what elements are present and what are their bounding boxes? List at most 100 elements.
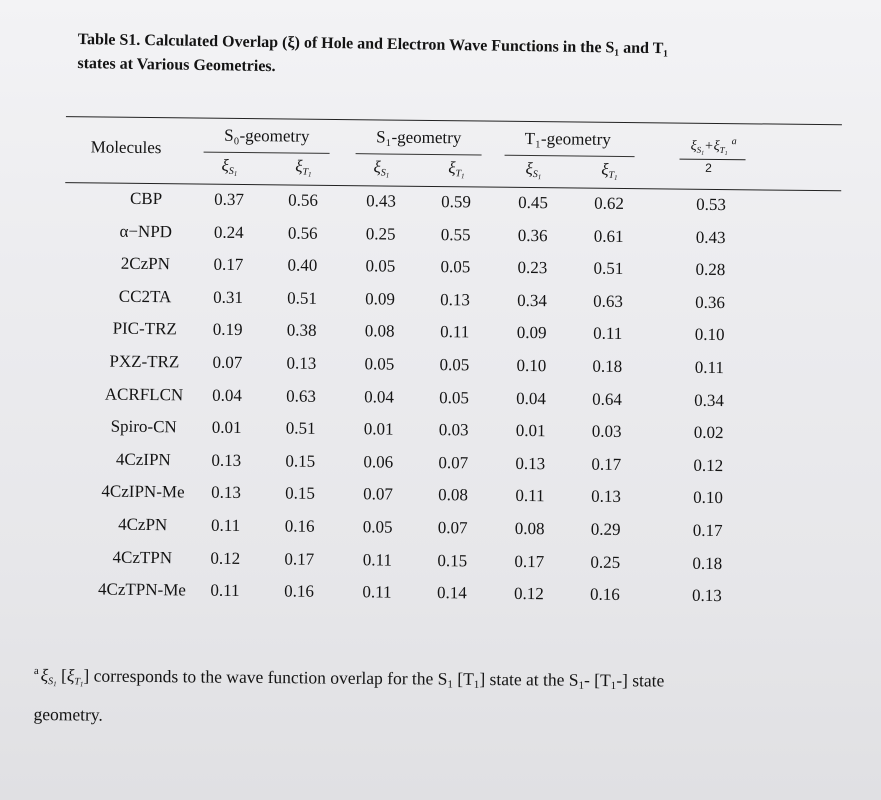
molecule-name-cell: CBP [129,188,163,209]
t1-xi-s1-cell: 0.09 [516,323,547,343]
average-cell: 0.12 [693,455,724,475]
molecules-header: Molecules [90,137,162,158]
t1-xi-t1-cell: 0.51 [593,258,624,279]
s1-xi-t1-cell: 0.55 [440,224,471,244]
average-cell: 0.10 [694,325,725,345]
s1-xi-s1-cell: 0.07 [363,484,393,504]
s1-xi-t1-cell: 0.07 [438,452,469,473]
t1-xi-s1-cell: 0.10 [516,355,547,376]
table-row: 4CzIPN-Me 0.13 0.15 0.07 0.08 0.11 0.13 0.10 [52,112,842,508]
average-cell: 0.34 [694,390,724,410]
table-row: PIC-TRZ 0.19 0.38 0.08 0.11 0.09 0.11 0.10 [52,112,842,344]
average-cell: 0.17 [692,520,723,541]
s0-xi-t1-cell: 0.63 [286,386,317,406]
table-caption: Table S1. Calculated Overlap (ξ) of Hole… [77,28,838,88]
t1-xi-s1-cell: 0.23 [517,258,548,278]
t1-xi-t1-cell: 0.25 [590,552,621,572]
s1-xi-s1-cell: 0.04 [364,386,395,407]
molecule-name-cell: 4CzIPN [115,449,171,470]
s0-xi-s1-cell: 0.19 [212,320,243,340]
s0-xi-s1-cell: 0.01 [211,417,242,438]
average-cell: 0.53 [696,194,727,215]
s0-xi-s1-cell: 0.11 [211,515,241,535]
s0-xi-t1-cell: 0.17 [284,549,315,569]
average-header-denominator: 2 [705,160,712,175]
s1-xi-s1-cell: 0.11 [362,549,392,570]
table-header-rule [65,182,842,192]
s0-xi-s1-cell: 0.12 [210,548,241,568]
xi-s1-header-s0: ξS1 [221,155,238,178]
xi-s1-header-s1: ξS1 [373,157,390,180]
t1-xi-t1-cell: 0.16 [590,584,620,605]
average-header-numerator: ξS1+ξT1a [690,136,737,158]
t1-xi-s1-cell: 0.11 [515,486,545,506]
footnote-text-5: -] state [616,670,665,691]
molecule-name-cell: ACRFLCN [104,384,184,404]
s0-xi-t1-cell: 0.13 [286,353,317,373]
average-cell: 0.28 [695,259,726,280]
table-row: 4CzPN 0.11 0.16 0.05 0.07 0.08 0.29 0.17 [52,112,842,540]
s1-xi-t1-cell: 0.05 [439,387,470,407]
molecule-name-cell: CC2TA [118,286,172,307]
t1-xi-t1-cell: 0.11 [593,324,623,344]
t1-xi-t1-cell: 0.62 [594,193,625,213]
molecule-name-cell: PXZ-TRZ [109,351,180,372]
footnote-text-1: corresponds to the wave function overlap… [89,665,448,689]
t1-xi-s1-cell: 0.12 [514,584,544,604]
s1-xi-t1-cell: 0.08 [438,485,468,505]
footnote-line-2: geometry. [33,703,103,725]
s0-xi-t1-cell: 0.16 [284,516,315,536]
xi-t1-header-s0: ξT1 [295,156,312,179]
s1-xi-s1-cell: 0.05 [362,517,393,537]
s0-geometry-header: S₀-geometry [224,125,310,146]
molecule-name-cell: Spiro-CN [110,416,177,437]
t1-xi-t1-cell: 0.29 [590,519,621,539]
s1-xi-t1-cell: 0.05 [439,355,470,375]
s0-xi-t1-cell: 0.56 [288,190,319,210]
s1-xi-t1-cell: 0.15 [437,550,468,570]
t1-xi-s1-cell: 0.17 [514,551,545,571]
s1-xi-s1-cell: 0.08 [364,321,395,341]
footnote-xi-s1: ξS1 [40,665,57,689]
t1-group-rule [504,154,635,158]
average-cell: 0.43 [695,227,726,247]
t1-xi-s1-cell: 0.04 [516,388,547,408]
s1-xi-t1-cell: 0.14 [437,583,467,603]
average-cell: 0.13 [691,585,722,606]
s1-xi-s1-cell: 0.09 [365,289,396,309]
s0-xi-s1-cell: 0.04 [212,385,243,405]
t1-xi-t1-cell: 0.18 [592,356,623,376]
average-cell: 0.18 [692,553,723,573]
table-row: 4CzTPN-Me 0.11 0.16 0.11 0.14 0.12 0.16 0.13 [52,112,842,606]
s1-group-rule [355,153,482,156]
s0-xi-s1-cell: 0.13 [211,483,241,503]
table-row: 2CzPN 0.17 0.40 0.05 0.05 0.23 0.51 0.28 [52,112,842,279]
s0-xi-s1-cell: 0.17 [213,254,244,275]
table-row: CC2TA 0.31 0.51 0.09 0.13 0.34 0.63 0.36 [52,112,842,312]
footnote-xi-t1: ξT1 [66,665,84,689]
t1-xi-t1-cell: 0.64 [592,389,622,409]
t1-xi-s1-cell: 0.13 [515,453,546,473]
average-fraction-bar [679,158,746,161]
molecule-name-cell: 4CzPN [118,514,168,535]
average-cell: 0.02 [693,422,724,443]
table-row: α−NPD 0.24 0.56 0.25 0.55 0.36 0.61 0.43 [52,112,842,246]
t1-xi-s1-cell: 0.45 [518,192,549,213]
overlap-table: Molecules S₀-geometry S₁-geometry T₁-geo… [47,112,842,620]
t1-xi-t1-cell: 0.13 [591,487,621,507]
molecule-name-cell: 2CzPN [120,253,171,274]
s0-xi-s1-cell: 0.13 [211,450,242,470]
t1-xi-s1-cell: 0.01 [515,421,546,441]
table-body: CBP 0.37 0.56 0.43 0.59 0.45 0.62 0.53 α−NPD 0.24… [52,112,842,606]
s0-xi-t1-cell: 0.16 [284,581,314,601]
table-row: Spiro-CN 0.01 0.51 0.01 0.03 0.01 0.03 0.02 [52,112,842,442]
s0-xi-s1-cell: 0.07 [212,352,243,373]
molecule-name-cell: 4CzTPN [112,547,173,567]
s1-xi-s1-cell: 0.05 [365,256,396,276]
s0-xi-t1-cell: 0.38 [286,320,317,341]
s1-xi-t1-cell: 0.05 [440,257,471,277]
s1-xi-t1-cell: 0.11 [440,322,470,342]
s1-xi-s1-cell: 0.43 [366,191,397,211]
s1-xi-s1-cell: 0.01 [363,419,394,439]
